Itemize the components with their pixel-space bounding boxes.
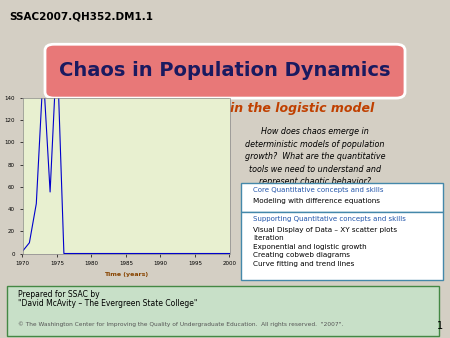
Text: Modeling with difference equations: Modeling with difference equations [253,198,380,204]
X-axis label: Time (years): Time (years) [104,272,148,277]
Text: How does chaos emerge in
deterministic models of population
growth?  What are th: How does chaos emerge in deterministic m… [245,127,385,186]
FancyBboxPatch shape [241,212,443,280]
Text: Core Quantitative concepts and skills: Core Quantitative concepts and skills [253,187,384,193]
FancyBboxPatch shape [241,183,443,212]
Text: Visual Display of Data – XY scatter plots
Iteration
Exponential and logistic gro: Visual Display of Data – XY scatter plot… [253,227,397,267]
FancyBboxPatch shape [45,44,405,98]
FancyBboxPatch shape [7,286,439,336]
Text: SSAC2007.QH352.DM1.1: SSAC2007.QH352.DM1.1 [9,12,153,22]
Text: 1: 1 [437,321,443,331]
Text: "David McAvity – The Evergreen State College": "David McAvity – The Evergreen State Col… [18,299,198,308]
Text: Understanding chaos in the logistic model: Understanding chaos in the logistic mode… [76,102,374,115]
Text: Supporting Quantitative concepts and skills: Supporting Quantitative concepts and ski… [253,216,406,222]
Text: Chaos in Population Dynamics: Chaos in Population Dynamics [59,61,391,80]
Text: Prepared for SSAC by: Prepared for SSAC by [18,290,99,299]
Text: © The Washington Center for Improving the Quality of Undergraduate Education.  A: © The Washington Center for Improving th… [18,321,343,327]
